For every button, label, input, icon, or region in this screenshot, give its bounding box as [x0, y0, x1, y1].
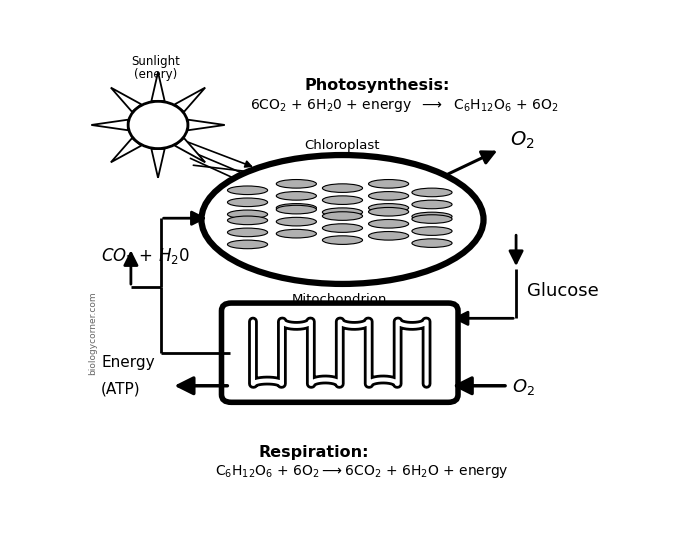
Ellipse shape — [368, 208, 409, 216]
Ellipse shape — [412, 212, 452, 221]
Ellipse shape — [276, 229, 316, 238]
Ellipse shape — [368, 232, 409, 240]
Ellipse shape — [412, 188, 452, 197]
Polygon shape — [175, 88, 205, 112]
Ellipse shape — [276, 217, 316, 226]
Polygon shape — [111, 88, 141, 112]
Ellipse shape — [412, 200, 452, 209]
Ellipse shape — [276, 204, 316, 212]
Text: Mitochondrion: Mitochondrion — [292, 294, 388, 306]
Text: Respiration:: Respiration: — [258, 445, 369, 460]
Polygon shape — [111, 138, 141, 162]
Ellipse shape — [276, 205, 316, 214]
Text: $O_2$: $O_2$ — [510, 129, 534, 151]
Text: Chloroplast: Chloroplast — [304, 138, 380, 152]
Ellipse shape — [202, 155, 484, 284]
Ellipse shape — [412, 215, 452, 223]
Ellipse shape — [228, 216, 267, 225]
FancyBboxPatch shape — [221, 303, 458, 402]
Ellipse shape — [228, 198, 267, 206]
Ellipse shape — [228, 240, 267, 249]
Text: (enery): (enery) — [134, 68, 177, 81]
Ellipse shape — [368, 191, 409, 200]
Ellipse shape — [412, 239, 452, 247]
Polygon shape — [151, 149, 164, 178]
Text: Photosynthesis:: Photosynthesis: — [304, 78, 450, 93]
Text: Energy: Energy — [101, 355, 155, 370]
Ellipse shape — [323, 236, 363, 244]
Text: C$_6$H$_{12}$O$_6$ + 6O$_2$$\longrightarrow$6CO$_2$ + 6H$_2$O + energy: C$_6$H$_{12}$O$_6$ + 6O$_2$$\longrightar… — [215, 463, 509, 480]
Text: $CO_2$ + $H_2$0: $CO_2$ + $H_2$0 — [101, 246, 190, 266]
Ellipse shape — [276, 191, 316, 200]
Ellipse shape — [228, 186, 267, 195]
Ellipse shape — [368, 204, 409, 212]
Polygon shape — [151, 72, 164, 101]
Circle shape — [128, 102, 188, 148]
Ellipse shape — [323, 211, 363, 220]
Polygon shape — [91, 120, 128, 130]
Text: $O_2$: $O_2$ — [512, 377, 535, 397]
Ellipse shape — [228, 210, 267, 219]
Ellipse shape — [412, 227, 452, 235]
Text: biologycorner.com: biologycorner.com — [88, 291, 97, 375]
Text: (ATP): (ATP) — [101, 382, 141, 397]
Ellipse shape — [323, 184, 363, 193]
Ellipse shape — [323, 224, 363, 232]
Polygon shape — [188, 120, 225, 130]
Ellipse shape — [368, 180, 409, 188]
Polygon shape — [175, 138, 205, 162]
Ellipse shape — [276, 180, 316, 188]
Ellipse shape — [368, 219, 409, 228]
Ellipse shape — [323, 208, 363, 217]
Text: Glucose: Glucose — [527, 282, 598, 300]
Ellipse shape — [323, 196, 363, 204]
Text: 6CO$_2$ + 6H$_2$0 + energy  $\longrightarrow$  C$_6$H$_{12}$O$_6$ + 6O$_2$: 6CO$_2$ + 6H$_2$0 + energy $\longrightar… — [251, 97, 559, 114]
Text: Sunlight: Sunlight — [131, 55, 180, 68]
Ellipse shape — [228, 228, 267, 237]
